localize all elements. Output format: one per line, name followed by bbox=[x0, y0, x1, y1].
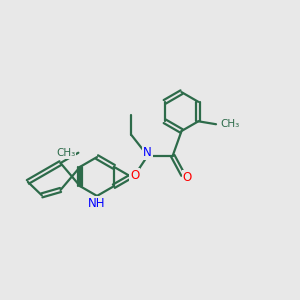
Text: N: N bbox=[143, 146, 152, 159]
Text: O: O bbox=[130, 169, 139, 182]
Text: NH: NH bbox=[88, 197, 106, 210]
Text: CH₃: CH₃ bbox=[56, 148, 75, 158]
Text: CH₃: CH₃ bbox=[220, 119, 240, 129]
Text: O: O bbox=[183, 171, 192, 184]
